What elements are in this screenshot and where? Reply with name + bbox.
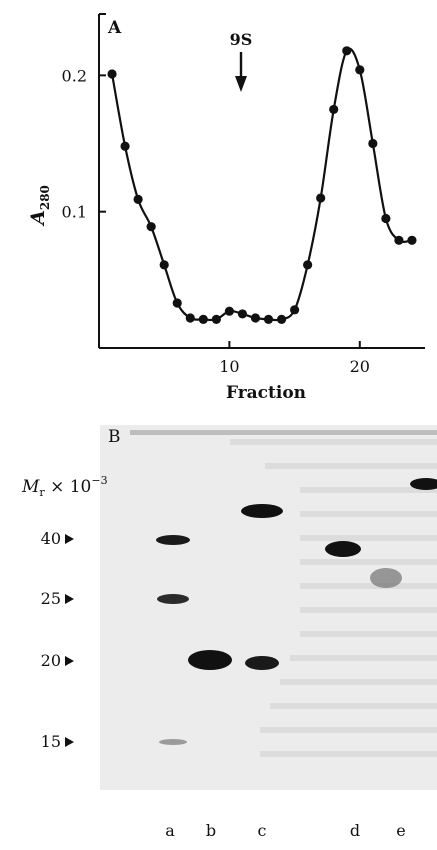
marker-arrow-icon <box>65 594 74 604</box>
band-lane-a-25 <box>157 594 189 604</box>
marker-40: 40 <box>41 529 74 548</box>
data-point <box>316 193 326 203</box>
marker-25: 25 <box>41 589 74 608</box>
marker-15: 15 <box>41 732 74 751</box>
band-lane-e-high <box>410 478 437 490</box>
mr-title-exponent: −3 <box>91 474 107 487</box>
lane-label-a: a <box>165 821 175 840</box>
data-point <box>133 194 143 205</box>
data-point <box>120 141 130 151</box>
gel-texture <box>230 439 437 757</box>
annotation-arrowhead-icon <box>235 76 247 92</box>
data-point <box>224 306 234 316</box>
data-point <box>185 313 195 323</box>
data-point <box>237 309 248 319</box>
series-line <box>110 47 413 322</box>
data-point <box>263 314 274 324</box>
data-point <box>250 313 261 323</box>
annotation-9s-label: 9S <box>230 30 253 49</box>
marker-arrow-icon <box>65 656 74 666</box>
chart-a-plot: 0.1 0.2 10 20 <box>62 13 425 376</box>
lane-label-e: e <box>396 821 405 840</box>
lane-labels: a b c d e <box>165 821 406 840</box>
data-point <box>381 213 391 224</box>
marker-arrow-icon <box>65 737 74 747</box>
data-point <box>276 314 287 324</box>
svg-text:Mr × 10−3: Mr × 10−3 <box>21 474 108 499</box>
data-point <box>303 260 313 270</box>
data-point <box>146 222 156 232</box>
data-point <box>290 305 300 315</box>
band-lane-b-20 <box>188 650 232 670</box>
marker-label: 20 <box>41 651 61 670</box>
data-point <box>107 69 117 79</box>
mr-title-subscript: r <box>39 486 45 499</box>
band-lane-d-smear <box>370 568 402 588</box>
marker-label: 25 <box>41 589 61 608</box>
gel-top-edge <box>130 430 437 435</box>
svg-text:A280: A280 <box>27 185 52 227</box>
data-point <box>407 235 417 245</box>
data-point <box>172 298 182 308</box>
y-axis-title-subscript: 280 <box>38 185 52 210</box>
y-tick-label: 0.1 <box>62 203 87 222</box>
mr-title-main: M <box>21 477 40 497</box>
mr-title-suffix: × 10 <box>45 477 92 497</box>
lane-label-b: b <box>206 821 216 840</box>
x-axis-title: Fraction <box>226 383 306 403</box>
data-point <box>368 138 378 149</box>
data-point <box>342 46 352 56</box>
x-tick-label: 20 <box>350 357 370 376</box>
mr-axis-title: Mr × 10−3 <box>21 474 108 499</box>
lane-label-d: d <box>350 821 360 840</box>
band-lane-c-high <box>241 504 283 518</box>
panel-b: B Mr × 10−3 40 25 20 15 <box>21 425 437 840</box>
lane-label-c: c <box>258 821 267 840</box>
data-point <box>211 314 221 324</box>
data-point <box>198 314 208 324</box>
data-point <box>355 65 365 75</box>
data-point <box>329 104 339 115</box>
marker-label: 15 <box>41 732 61 751</box>
band-lane-a-40 <box>156 535 190 545</box>
gel-bands <box>156 478 437 745</box>
panel-b-label: B <box>108 427 121 447</box>
data-point <box>159 260 169 270</box>
band-lane-c-20 <box>245 656 279 670</box>
y-tick-label: 0.2 <box>62 66 87 85</box>
marker-label: 40 <box>41 529 61 548</box>
annotation-9s: 9S <box>230 30 253 92</box>
data-point <box>394 235 404 245</box>
x-tick-label: 10 <box>219 357 239 376</box>
marker-arrow-icon <box>65 534 74 544</box>
panel-a: A 0.10.210 20 Fraction A280 9S <box>27 13 425 403</box>
band-lane-a-15 <box>159 739 187 745</box>
band-lane-d-40 <box>325 541 361 557</box>
marker-20: 20 <box>41 651 74 670</box>
y-axis-title-main: A <box>27 210 49 227</box>
panel-a-label: A <box>107 18 122 38</box>
y-axis-title: A280 <box>27 185 52 227</box>
